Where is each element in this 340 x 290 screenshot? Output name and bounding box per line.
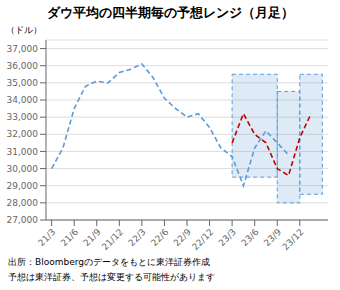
svg-text:35,000: 35,000 [8, 78, 38, 88]
html-text:予想は東洋証券、予想は変更する可能性があります: 予想は東洋証券、予想は変更する可能性があります [8, 272, 215, 282]
svg-text:28,000: 28,000 [8, 198, 38, 208]
svg-text:21/9: 21/9 [81, 226, 103, 249]
svg-text:37,000: 37,000 [8, 44, 38, 54]
svg-text:23/12: 23/12 [280, 227, 305, 252]
svg-text:21/6: 21/6 [59, 227, 81, 249]
html-text:出所：Bloombergのデータをもとに東洋証券作成: 出所：Bloombergのデータをもとに東洋証券作成 [8, 257, 210, 267]
svg-text:31,000: 31,000 [8, 147, 38, 157]
svg-text:23/3: 23/3 [217, 227, 238, 248]
svg-text:32,000: 32,000 [8, 129, 38, 139]
svg-text:34,000: 34,000 [8, 95, 38, 105]
svg-text:36,000: 36,000 [8, 61, 38, 71]
svg-text:21/3: 21/3 [36, 227, 57, 248]
svg-text:22/6: 22/6 [149, 227, 171, 249]
svg-text:22/9: 22/9 [171, 226, 193, 249]
svg-text:22/12: 22/12 [190, 227, 215, 252]
svg-text:33,000: 33,000 [8, 112, 38, 122]
svg-text:27,000: 27,000 [8, 215, 38, 225]
svg-text:23/9: 23/9 [261, 226, 284, 249]
svg-text:29,000: 29,000 [8, 181, 38, 191]
svg-text:21/12: 21/12 [100, 227, 125, 252]
svg-text:23/6: 23/6 [239, 227, 261, 249]
html-text:ダウ平均の四半期毎の予想レンジ（月足）: ダウ平均の四半期毎の予想レンジ（月足） [46, 5, 294, 20]
svg-text:22/3: 22/3 [126, 227, 147, 248]
svg-text:30,000: 30,000 [8, 164, 38, 174]
html-text:（ドル）: （ドル） [6, 25, 42, 35]
